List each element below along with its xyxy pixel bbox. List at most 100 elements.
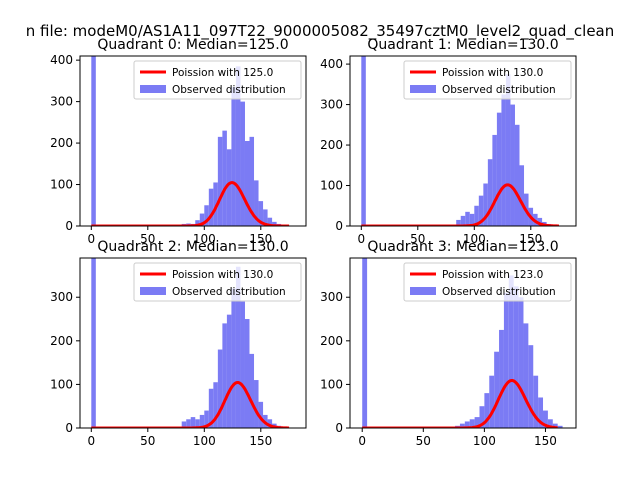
y-tick-label: 200 bbox=[50, 136, 73, 150]
x-tick-label: 50 bbox=[410, 232, 425, 246]
x-tick-label: 0 bbox=[87, 232, 95, 246]
histogram-bar bbox=[499, 329, 504, 428]
histogram-bar bbox=[91, 258, 96, 428]
histogram-bar bbox=[464, 421, 470, 428]
histogram-bar bbox=[484, 393, 490, 428]
histogram-bar bbox=[263, 209, 268, 226]
legend-box bbox=[133, 60, 302, 100]
histogram-bar bbox=[199, 414, 205, 428]
histogram-bar bbox=[505, 74, 511, 226]
histogram-bar bbox=[503, 292, 509, 428]
histogram-bar bbox=[496, 112, 502, 226]
histogram-bar bbox=[199, 213, 205, 226]
histogram-bar bbox=[460, 215, 466, 226]
x-tick-label: 50 bbox=[140, 232, 155, 246]
histogram-bar bbox=[240, 101, 245, 226]
histogram-bar bbox=[479, 406, 485, 428]
x-tick-label: 150 bbox=[249, 434, 272, 448]
histogram-bar bbox=[91, 56, 96, 226]
histogram-bar bbox=[231, 288, 236, 428]
histogram-bar bbox=[204, 410, 209, 428]
histogram-bar bbox=[519, 165, 525, 226]
x-tick-label: 150 bbox=[519, 232, 542, 246]
histogram-bar bbox=[244, 141, 250, 226]
histogram-bar bbox=[469, 213, 475, 226]
histogram-bar bbox=[231, 87, 236, 226]
histogram-bar bbox=[513, 286, 519, 428]
histogram-bar bbox=[249, 353, 255, 428]
histogram-bar bbox=[492, 134, 497, 226]
legend-label-observed: Observed distribution bbox=[172, 84, 286, 96]
histogram-bar bbox=[510, 104, 515, 226]
subplot-title: Quadrant 0: Median=125.0 bbox=[97, 37, 288, 53]
legend-box bbox=[403, 60, 572, 100]
histogram-bar bbox=[254, 380, 259, 428]
histogram-bar bbox=[226, 314, 232, 428]
subplot-title: Quadrant 3: Median=123.0 bbox=[367, 239, 558, 255]
legend-box bbox=[403, 262, 572, 302]
axes-frame bbox=[349, 55, 577, 227]
figure-suptitle: n file: modeM0/AS1A11_097T22_9000005082_… bbox=[26, 22, 615, 41]
legend-bar-swatch bbox=[140, 287, 166, 295]
plot-area bbox=[91, 258, 290, 428]
subplot-title: Quadrant 2: Median=130.0 bbox=[97, 239, 288, 255]
histogram-bar bbox=[508, 275, 514, 428]
histogram-bar bbox=[190, 417, 196, 428]
y-tick-label: 200 bbox=[50, 334, 73, 348]
plot-area bbox=[91, 56, 290, 226]
histogram-bar bbox=[208, 388, 214, 428]
histogram-bar bbox=[181, 421, 187, 428]
y-tick-label: 100 bbox=[320, 377, 343, 391]
x-tick-label: 50 bbox=[140, 434, 155, 448]
y-tick-label: 300 bbox=[50, 95, 73, 109]
histogram-bar bbox=[528, 345, 534, 428]
histogram-bar bbox=[235, 66, 241, 226]
y-tick-label: 0 bbox=[65, 219, 73, 233]
histogram-bar bbox=[538, 397, 544, 428]
axes-frame bbox=[349, 257, 577, 429]
histogram-bar bbox=[213, 382, 218, 428]
histogram-bar bbox=[213, 182, 218, 226]
histogram-bar bbox=[557, 425, 563, 428]
legend-bar-swatch bbox=[410, 85, 436, 93]
histogram-bar bbox=[478, 195, 484, 226]
x-tick-label: 150 bbox=[534, 434, 557, 448]
subplot-0: 0 50 100 150 0 100 200 300 400 Quadrant 0: Median… bbox=[50, 37, 307, 246]
x-tick-label: 50 bbox=[416, 434, 431, 448]
histogram-bar bbox=[226, 149, 232, 226]
x-tick-label: 0 bbox=[358, 434, 366, 448]
histogram-bar bbox=[235, 266, 241, 428]
y-tick-label: 100 bbox=[50, 178, 73, 192]
x-tick-label: 0 bbox=[87, 434, 95, 448]
legend-bar-swatch bbox=[140, 85, 166, 93]
histogram-bar bbox=[483, 183, 488, 226]
legend-label-observed: Observed distribution bbox=[442, 84, 556, 96]
legend-label-poisson: Poission with 130.0 bbox=[442, 67, 543, 79]
histogram-bar bbox=[267, 217, 273, 226]
y-tick-label: 300 bbox=[320, 98, 343, 112]
histogram-bar bbox=[244, 319, 250, 428]
y-tick-label: 300 bbox=[320, 290, 343, 304]
histogram-bar bbox=[258, 401, 264, 428]
y-tick-label: 100 bbox=[320, 179, 343, 193]
y-tick-label: 200 bbox=[320, 334, 343, 348]
subplot-1: 0 50 100 150 0 100 200 300 400 Quadrant 1: Median… bbox=[320, 37, 577, 246]
x-tick-label: 0 bbox=[357, 232, 365, 246]
x-tick-label: 100 bbox=[193, 434, 216, 448]
histogram-bar bbox=[469, 419, 475, 428]
y-tick-label: 400 bbox=[50, 53, 73, 67]
histogram-bar bbox=[361, 56, 366, 226]
histogram-bar bbox=[474, 205, 479, 226]
axes-frame bbox=[79, 257, 307, 429]
legend-label-poisson: Poission with 130.0 bbox=[172, 269, 273, 281]
legend-label-poisson: Poission with 125.0 bbox=[172, 67, 273, 79]
plot-area bbox=[362, 258, 563, 428]
subplot-3: 0 50 100 150 0 100 200 300 Quadrant 3: Median=12… bbox=[320, 239, 577, 448]
histogram-bar bbox=[208, 188, 214, 226]
legend-label-observed: Observed distribution bbox=[172, 286, 286, 298]
histogram-bar bbox=[459, 423, 465, 428]
histogram-bar bbox=[222, 323, 227, 428]
histogram-bar bbox=[195, 419, 200, 428]
histogram-bar bbox=[240, 301, 245, 428]
